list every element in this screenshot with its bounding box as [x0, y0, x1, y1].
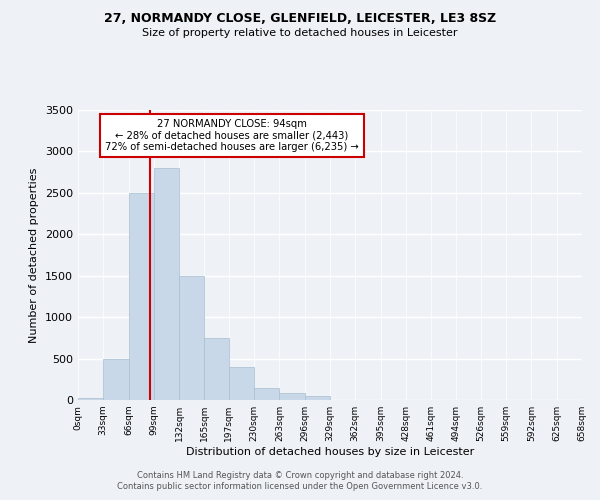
Bar	[78, 398, 103, 400]
Bar	[205, 338, 229, 400]
Bar	[305, 396, 330, 400]
Bar	[254, 388, 280, 400]
Y-axis label: Number of detached properties: Number of detached properties	[29, 168, 40, 342]
Bar	[154, 168, 179, 400]
Bar	[229, 367, 254, 400]
Text: Contains HM Land Registry data © Crown copyright and database right 2024.: Contains HM Land Registry data © Crown c…	[137, 471, 463, 480]
X-axis label: Distribution of detached houses by size in Leicester: Distribution of detached houses by size …	[186, 447, 474, 457]
Text: 27, NORMANDY CLOSE, GLENFIELD, LEICESTER, LE3 8SZ: 27, NORMANDY CLOSE, GLENFIELD, LEICESTER…	[104, 12, 496, 26]
Bar	[280, 394, 305, 400]
Bar	[128, 193, 154, 400]
Text: 27 NORMANDY CLOSE: 94sqm
← 28% of detached houses are smaller (2,443)
72% of sem: 27 NORMANDY CLOSE: 94sqm ← 28% of detach…	[105, 118, 359, 152]
Bar	[103, 358, 128, 400]
Text: Contains public sector information licensed under the Open Government Licence v3: Contains public sector information licen…	[118, 482, 482, 491]
Text: Size of property relative to detached houses in Leicester: Size of property relative to detached ho…	[142, 28, 458, 38]
Bar	[179, 276, 205, 400]
